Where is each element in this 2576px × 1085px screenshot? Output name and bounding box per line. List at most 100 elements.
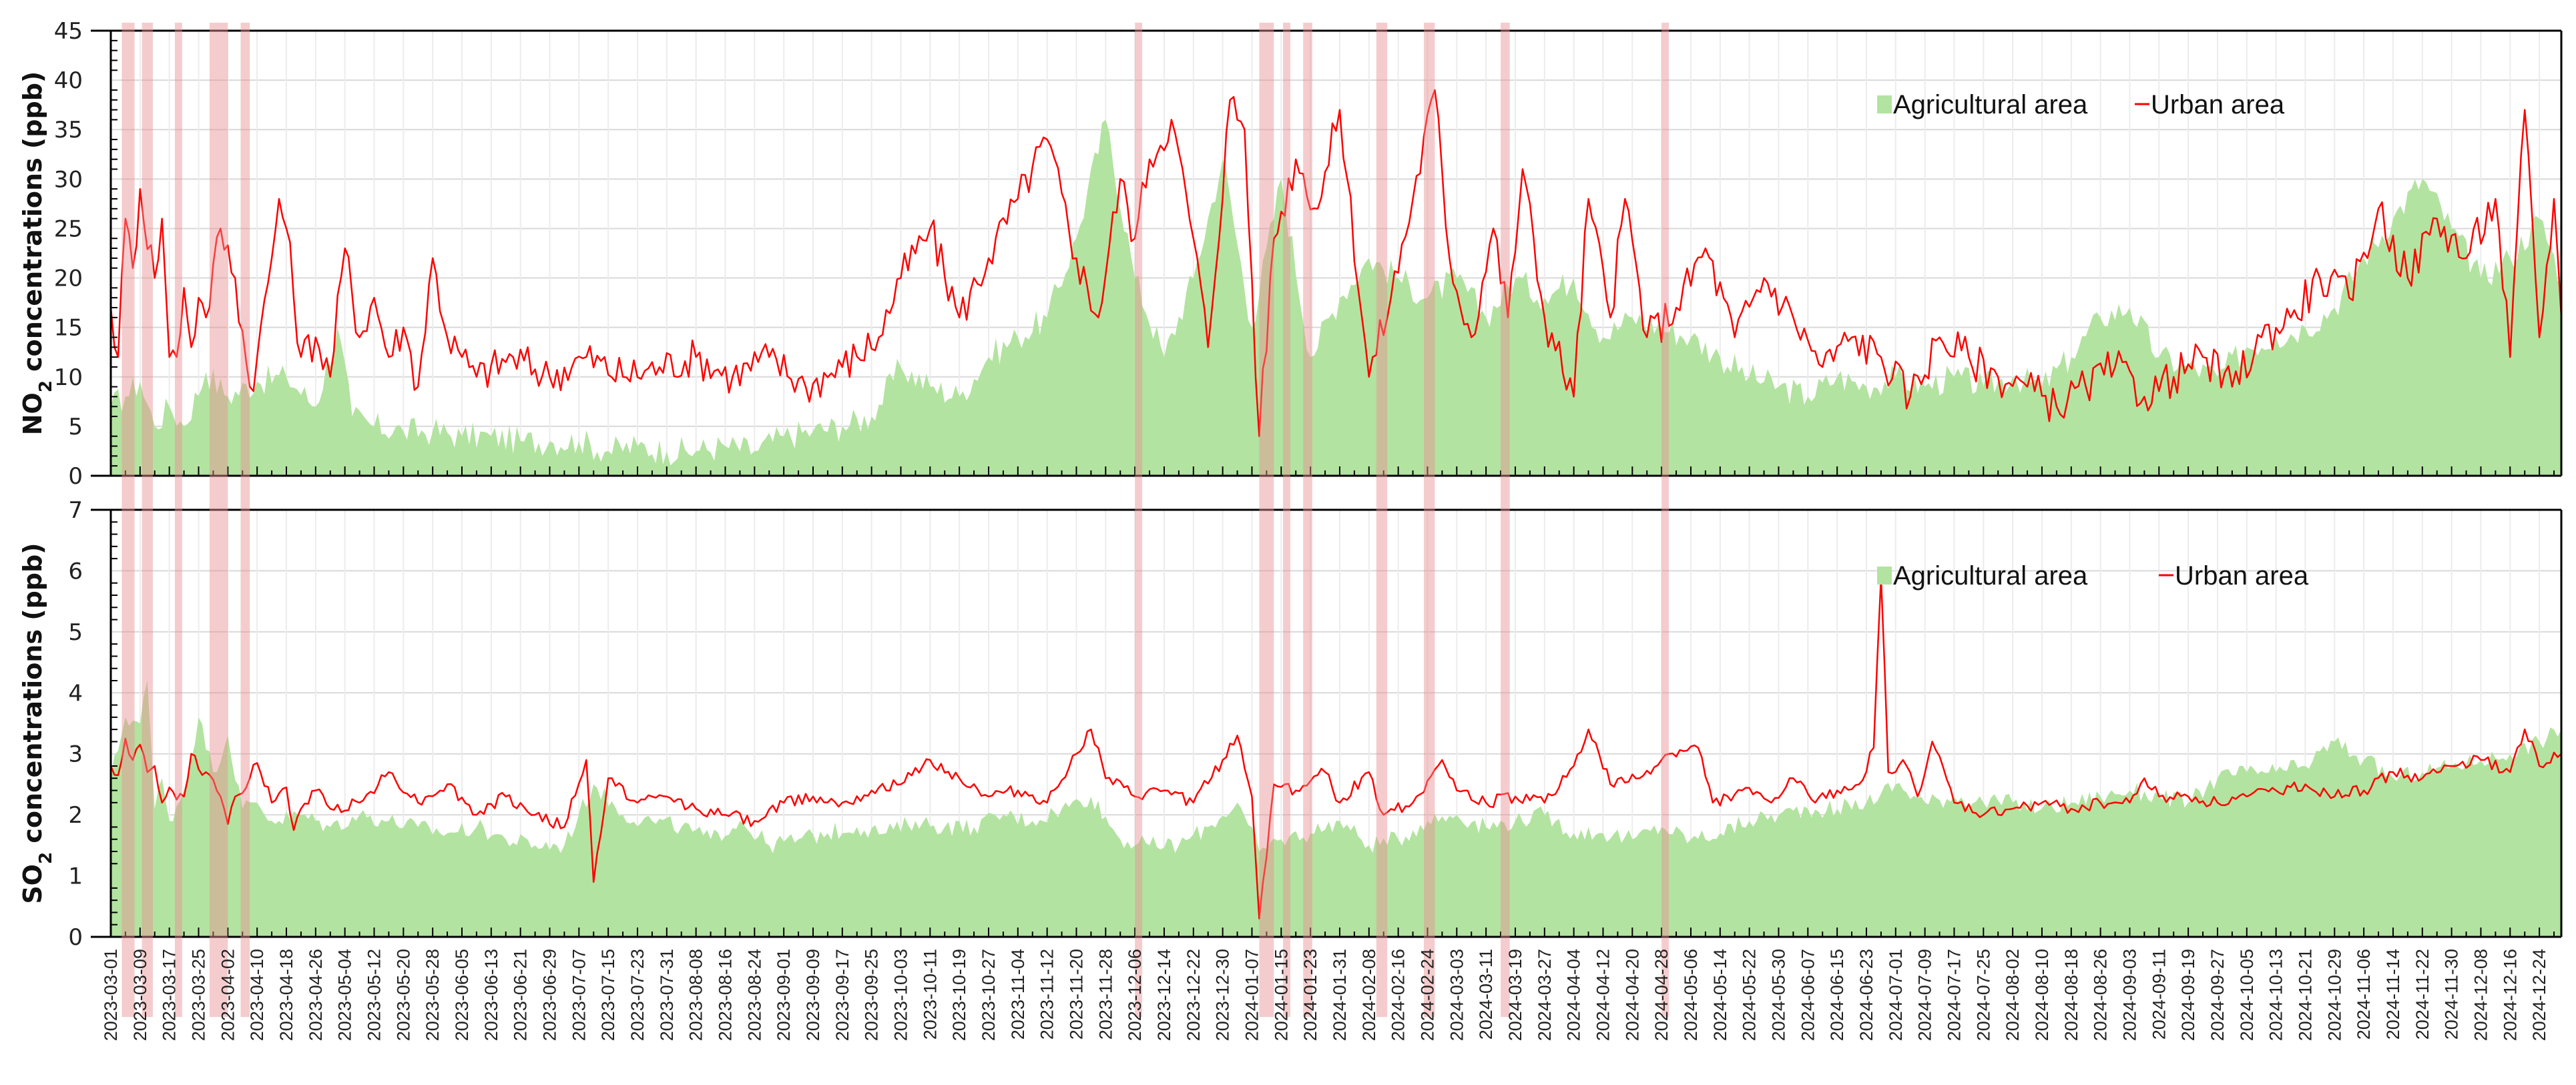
highlight-band xyxy=(1303,23,1312,1017)
x-tick-label: 2023-10-11 xyxy=(920,949,940,1040)
highlight-band xyxy=(209,23,228,1017)
x-tick-label: 2023-09-09 xyxy=(803,949,823,1041)
y-tick-label: 20 xyxy=(54,266,83,292)
x-tick-label: 2023-12-06 xyxy=(1125,949,1145,1041)
legend-label-urban: Urban area xyxy=(2151,90,2285,119)
x-tick-label: 2024-02-24 xyxy=(1417,949,1437,1041)
x-tick-label: 2024-11-22 xyxy=(2412,949,2432,1040)
x-tick-label: 2024-03-19 xyxy=(1505,949,1525,1041)
x-tick-label: 2024-05-14 xyxy=(1710,949,1730,1041)
no2-agricultural-area xyxy=(111,119,2561,476)
x-tick-label: 2023-07-15 xyxy=(598,949,618,1041)
so2-agricultural-area xyxy=(111,681,2561,937)
legend-label-agricultural: Agricultural area xyxy=(1893,90,2088,119)
no2-legend: Agricultural area Urban area xyxy=(1877,90,2285,119)
x-tick-label: 2023-08-24 xyxy=(744,949,764,1041)
x-tick-label: 2024-07-25 xyxy=(1973,949,1993,1041)
x-tick-label: 2023-12-22 xyxy=(1184,949,1204,1041)
x-tick-label: 2024-02-08 xyxy=(1359,949,1379,1041)
y-tick-label: 40 xyxy=(54,67,83,94)
x-tick-label: 2024-09-11 xyxy=(2149,949,2169,1040)
x-tick-label: 2023-03-17 xyxy=(160,949,180,1041)
x-tick-label: 2024-02-16 xyxy=(1388,949,1408,1041)
y-tick-label: 0 xyxy=(68,924,83,951)
x-tick-label: 2023-06-29 xyxy=(539,949,559,1041)
x-tick-label: 2024-01-31 xyxy=(1330,949,1350,1041)
x-tick-label: 2023-12-14 xyxy=(1154,949,1174,1041)
y-tick-label: 5 xyxy=(68,414,83,440)
x-tick-label: 2024-08-10 xyxy=(2032,949,2052,1041)
highlight-band xyxy=(1423,23,1435,1017)
legend-swatch-agricultural xyxy=(1877,567,1892,585)
x-tick-label: 2023-06-21 xyxy=(511,949,531,1041)
x-tick-label: 2023-05-12 xyxy=(364,949,384,1041)
highlight-band xyxy=(121,23,135,1017)
x-tick-label: 2024-11-06 xyxy=(2354,949,2374,1040)
so2-urban-line xyxy=(109,576,2562,920)
x-tick-label: 2023-10-19 xyxy=(949,949,969,1041)
no2-urban-line xyxy=(109,89,2563,437)
x-tick-label: 2023-07-07 xyxy=(569,949,589,1041)
x-tick-label: 2024-08-18 xyxy=(2061,949,2081,1041)
x-tick-label: 2023-09-17 xyxy=(832,949,852,1041)
x-tick-label: 2024-10-05 xyxy=(2237,949,2257,1041)
x-tick-label: 2024-08-26 xyxy=(2091,949,2111,1041)
so2-y-axis-title: SO2 concentrations (ppb) xyxy=(18,542,56,903)
y-tick-label: 1 xyxy=(68,863,83,890)
x-tick-label: 2024-09-27 xyxy=(2208,949,2228,1041)
x-tick-label: 2024-10-21 xyxy=(2295,949,2315,1041)
y-tick-label: 4 xyxy=(68,680,83,707)
highlight-band xyxy=(1501,23,1510,1017)
x-tick-label: 2024-06-23 xyxy=(1856,949,1876,1041)
x-tick-label: 2024-07-01 xyxy=(1886,949,1906,1041)
y-tick-label: 3 xyxy=(68,741,83,768)
y-tick-label: 7 xyxy=(68,497,83,524)
x-tick-label: 2023-04-18 xyxy=(276,949,296,1041)
x-tick-label: 2023-12-30 xyxy=(1213,949,1233,1041)
x-tick-label: 2023-11-12 xyxy=(1037,949,1057,1040)
x-tick-label: 2024-01-15 xyxy=(1271,949,1291,1041)
x-tick-label: 2023-03-25 xyxy=(188,949,208,1041)
legend-swatch-agricultural xyxy=(1877,95,1892,113)
y-tick-label: 45 xyxy=(54,18,83,45)
x-tick-label: 2024-10-29 xyxy=(2324,949,2344,1041)
x-tick-label: 2023-05-04 xyxy=(335,949,355,1041)
x-tick-label: 2024-07-17 xyxy=(1944,949,1964,1041)
x-tick-label: 2024-09-03 xyxy=(2119,949,2139,1041)
y-tick-label: 2 xyxy=(68,802,83,829)
x-tick-label: 2023-04-26 xyxy=(306,949,326,1041)
x-axis-date-labels: 2023-03-01 2023-03-09 2023-03-17 2023-03-25… xyxy=(101,949,2549,1041)
highlight-band xyxy=(174,23,182,1017)
highlight-band xyxy=(1135,23,1143,1017)
x-tick-label: 2023-09-01 xyxy=(774,949,794,1041)
x-tick-label: 2024-03-27 xyxy=(1535,949,1555,1041)
highlight-band xyxy=(1259,23,1274,1017)
x-tick-label: 2023-03-01 xyxy=(101,949,121,1041)
x-tick-label: 2024-05-30 xyxy=(1768,949,1788,1041)
x-tick-label: 2024-09-19 xyxy=(2178,949,2198,1041)
x-tick-label: 2024-03-11 xyxy=(1476,949,1496,1040)
so2-panel: 0 1 2 3 4 5 6 7 SO2 concentrations (ppb) Agricult… xyxy=(18,497,2563,951)
x-tick-label: 2023-07-23 xyxy=(627,949,648,1041)
highlight-band xyxy=(1283,23,1291,1017)
x-tick-label: 2023-10-03 xyxy=(890,949,911,1041)
x-tick-label: 2023-07-31 xyxy=(657,949,677,1041)
x-tick-label: 2023-04-10 xyxy=(247,949,267,1041)
x-tick-label: 2024-11-14 xyxy=(2383,949,2403,1040)
x-tick-label: 2024-06-07 xyxy=(1798,949,1818,1041)
y-tick-label: 15 xyxy=(54,315,83,342)
x-tick-label: 2024-04-20 xyxy=(1622,949,1642,1041)
x-tick-label: 2023-11-04 xyxy=(1008,949,1028,1040)
highlight-band xyxy=(1376,23,1388,1017)
highlight-band xyxy=(142,23,154,1017)
x-tick-label: 2024-04-12 xyxy=(1593,949,1613,1041)
x-tick-label: 2023-09-25 xyxy=(862,949,882,1041)
x-tick-label: 2024-12-24 xyxy=(2529,949,2549,1041)
x-tick-label: 2024-04-28 xyxy=(1651,949,1671,1041)
x-tick-label: 2023-11-28 xyxy=(1095,949,1115,1040)
x-tick-label: 2023-06-05 xyxy=(452,949,472,1041)
x-tick-label: 2023-05-28 xyxy=(423,949,443,1041)
y-tick-label: 30 xyxy=(54,166,83,193)
y-tick-label: 10 xyxy=(54,364,83,391)
